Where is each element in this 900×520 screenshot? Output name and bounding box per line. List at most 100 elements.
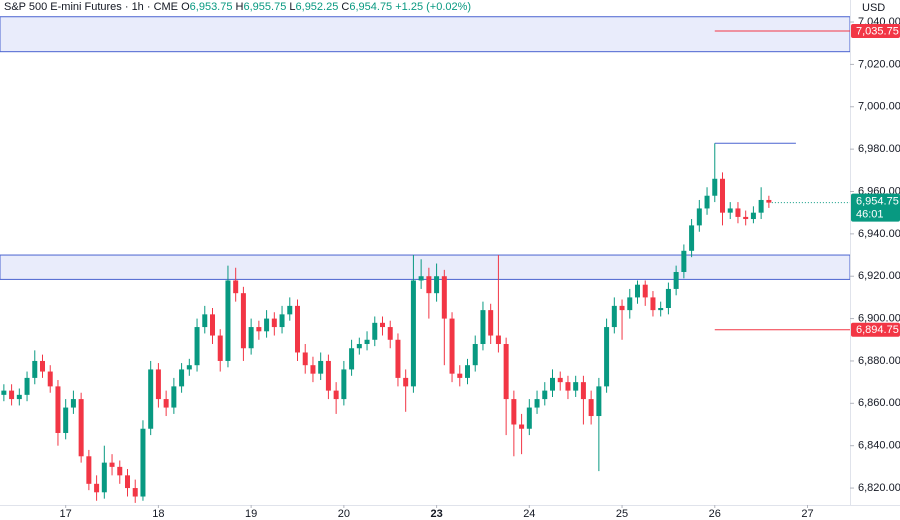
candle-body [704,195,710,209]
currency-bg [851,0,900,17]
level-label-bg [851,322,900,337]
candle-body [720,178,725,213]
ohlc-key: H [236,1,244,13]
candle-body [1,390,7,395]
candle-body [132,488,138,497]
x-tick-label: 26 [709,508,721,520]
candle-body [758,199,764,213]
candle-body [256,327,262,332]
ohlc-key: C [341,1,349,13]
candle-body [179,369,185,387]
candle-body [349,348,355,370]
last-price-label: 6,954.75 [856,196,899,208]
y-tick-label: 7,020.00 [858,58,900,70]
level-label-bg [851,24,900,39]
level-label: 7,035.75 [856,25,899,37]
candle-body [735,208,741,217]
candle-body [488,310,494,336]
ohlc-value: 6,955.75 [244,1,287,13]
change: +1.25 (+0.02%) [395,1,471,13]
candle-body [635,284,640,298]
candle-body [410,280,416,387]
x-tick-label: 18 [152,508,164,520]
candle-body [109,462,115,467]
candle-body [665,288,671,308]
y-tick-label: 7,000.00 [858,101,900,113]
candle-body [565,382,571,391]
candle-body [225,280,231,361]
zone [0,254,851,280]
candle-body [333,390,339,400]
candle-body [519,424,525,429]
ohlc-value: 6,953.75 [190,1,233,13]
candle-body [325,360,331,391]
candle-body [171,386,177,408]
candle-body [596,386,602,417]
y-tick-label: 6,920.00 [858,270,900,282]
ohlc-value: 6,952.25 [296,1,339,13]
candle-body [101,462,107,493]
candle-body [542,390,548,400]
candle-body [457,373,463,378]
candle-body [318,360,324,374]
ohlc-key: O [181,1,190,13]
ohlc-key: L [289,1,295,13]
y-tick-label: 6,820.00 [858,482,900,494]
y-tick-label: 6,900.00 [858,312,900,324]
candle-body [302,352,308,366]
y-tick-label: 6,860.00 [858,397,900,409]
candle-body [642,284,648,298]
candle-body [86,456,92,484]
candle-body [673,271,679,289]
x-tick-label: 19 [245,508,257,520]
candle-body [743,216,749,220]
candle-body [63,407,69,433]
candle-body [449,318,455,374]
plot-area [0,16,851,503]
candle-body [163,399,169,408]
candle-body [202,314,208,328]
candle-body [534,399,540,408]
candle-body [403,377,409,387]
ohlc-value: 6,954.75 [349,1,392,13]
candle-body [511,399,517,425]
x-tick-label: 24 [523,508,535,520]
candle-body [434,276,440,294]
candle-body [279,314,285,328]
x-tick-label: 23 [430,508,442,520]
candle-body [627,297,633,311]
header-bg [0,0,440,14]
candle-body [78,399,84,457]
y-tick-label: 6,840.00 [858,440,900,452]
currency: USD [862,2,885,14]
candle-body [495,335,501,345]
x-tick-label: 27 [801,508,813,520]
zone [0,16,851,53]
candle-body [380,322,385,328]
candle-body [503,344,509,400]
candle-body [696,208,702,226]
candle-body [658,307,664,311]
candle-body [372,322,378,340]
candle-body [271,318,277,328]
y-tick-label: 6,940.00 [858,228,900,240]
candle-body [32,360,38,378]
candle-body [588,399,594,417]
candle-body [148,369,154,429]
y-tick-label: 6,980.00 [858,143,900,155]
candle-body [395,339,401,378]
candle-body [619,305,625,311]
candle-body [24,377,30,395]
last-price-bg [851,193,900,222]
candle-body [472,344,478,366]
x-tick-label: 17 [60,508,72,520]
candle-body [387,327,393,340]
candle-body [750,212,756,220]
x-tick-label: 25 [616,508,628,520]
candle-body [248,327,254,349]
header: S&P 500 E-mini Futures · 1h · CME O6,953… [4,1,471,13]
candle-body [40,360,45,372]
candle-body [364,339,370,345]
candle-body [117,466,123,476]
